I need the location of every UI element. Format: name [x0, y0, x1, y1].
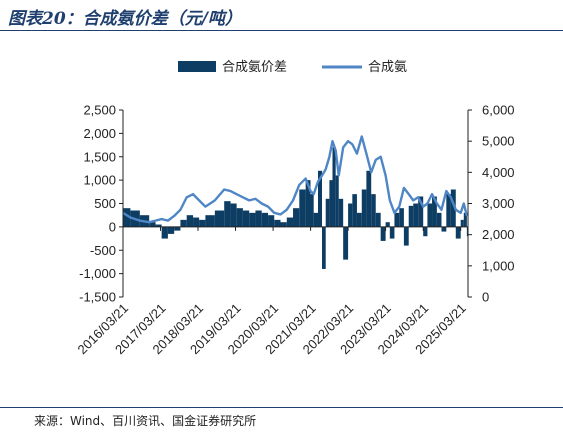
spread-bar [310, 194, 314, 227]
source-rule [0, 407, 563, 408]
spread-bar [193, 217, 200, 227]
spread-bar [274, 219, 281, 227]
spread-bar [214, 210, 225, 227]
left-tick-label: -500 [90, 243, 116, 258]
spread-bar [366, 170, 372, 227]
title-rule [0, 30, 563, 31]
spread-bar [236, 208, 243, 227]
spread-bar [318, 170, 323, 227]
spread-bar [230, 203, 237, 227]
right-tick-label: 2,000 [482, 227, 515, 242]
spread-bar [329, 180, 333, 227]
left-tick-label: 500 [94, 196, 116, 211]
spread-bar [348, 203, 353, 227]
spread-bar [167, 226, 175, 234]
spread-bar [361, 189, 367, 227]
spread-bar [199, 219, 206, 227]
spread-bar [249, 212, 256, 227]
spread-bar [280, 222, 287, 227]
right-tick-label: 1,000 [482, 258, 515, 273]
spread-bar [403, 226, 409, 246]
spread-bar [224, 201, 231, 227]
spread-bar [463, 212, 467, 227]
spread-bar [268, 215, 275, 227]
source-note: 来源：Wind、百川资讯、国金证券研究所 [34, 414, 257, 428]
legend-swatch-spread [178, 61, 216, 72]
spread-bar [460, 219, 464, 227]
spread-bars [123, 147, 468, 269]
spread-bar [455, 226, 461, 239]
left-tick-label: 2,500 [83, 103, 116, 118]
spread-bar [180, 219, 187, 227]
spread-bar [352, 194, 357, 227]
spread-bar [286, 217, 294, 227]
right-tick-label: 5,000 [482, 134, 515, 149]
spread-bar [322, 226, 326, 269]
legend-label-ammonia: 合成氨 [368, 60, 407, 75]
spread-bar [356, 212, 362, 227]
right-tick-label: 3,000 [482, 196, 515, 211]
spread-bar [371, 194, 376, 227]
spread-bar [427, 203, 433, 227]
spread-bar [149, 222, 156, 227]
right-tick-label: 0 [482, 290, 489, 305]
left-tick-label: 2,000 [83, 126, 116, 141]
spread-bar [399, 208, 404, 227]
spread-bar [432, 196, 437, 227]
left-tick-label: -1,500 [79, 290, 116, 305]
spread-bar [293, 208, 300, 227]
spread-bar [375, 212, 381, 227]
left-tick-label: 1,500 [83, 149, 116, 164]
spread-bar [305, 180, 311, 227]
ammonia-line [122, 135, 469, 224]
spread-bar [335, 175, 339, 227]
spread-bar [394, 212, 400, 227]
spread-bar [446, 194, 451, 227]
spread-bar [325, 198, 330, 227]
spread-bar [161, 226, 168, 239]
spread-bar [174, 226, 181, 231]
spread-bar [332, 147, 336, 227]
spread-bar [343, 226, 349, 260]
spread-bar [466, 226, 468, 237]
figure-title: 图表20：合成氨价差（元/吨） [8, 9, 242, 29]
spread-bar [408, 205, 414, 227]
spread-bar [380, 226, 386, 241]
spread-bar [441, 226, 447, 232]
spread-bar [450, 189, 456, 227]
spread-bar [418, 196, 424, 227]
spread-bar [255, 210, 262, 227]
right-tick-label: 4,000 [482, 165, 515, 180]
spread-bar [313, 212, 318, 227]
spread-bar [423, 226, 428, 237]
legend: 合成氨价差 合成氨 [178, 60, 407, 75]
left-tick-label: 0 [109, 219, 116, 234]
legend-label-spread: 合成氨价差 [222, 60, 287, 75]
spread-bar [299, 189, 306, 227]
spread-bar [436, 212, 442, 227]
spread-bar [261, 212, 269, 227]
ammonia-line-layer [122, 135, 469, 224]
left-tick-label: -1,000 [79, 266, 116, 281]
spread-bar [123, 208, 131, 227]
right-tick-label: 6,000 [482, 103, 515, 118]
spread-bar [385, 222, 390, 227]
spread-bar [205, 215, 215, 227]
spread-bar [242, 210, 250, 227]
spread-bar [186, 215, 194, 227]
spread-bar [155, 224, 162, 227]
spread-bar [413, 203, 419, 227]
spread-bar [338, 198, 344, 227]
axes: -1,500 -1,000 -500 0 500 1,000 1,500 2,000 2,500… [74, 103, 514, 358]
spread-bar [389, 226, 395, 239]
left-tick-label: 1,000 [83, 173, 116, 188]
